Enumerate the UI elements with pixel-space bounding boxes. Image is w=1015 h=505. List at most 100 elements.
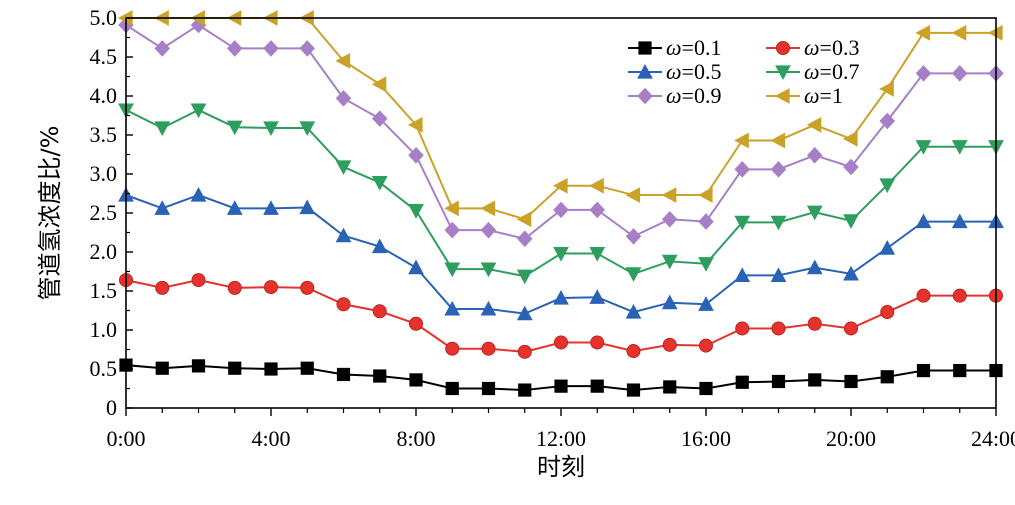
data-point [697,187,713,203]
data-point [408,259,424,275]
data-point [336,367,351,382]
data-point [190,187,207,202]
data-point [481,381,496,396]
axis-ticks [125,17,997,416]
x-tick-label: 0:00 [106,426,145,451]
axis-tick-labels: 0 0.5 1.0 1.5 2.0 2.5 3.0 3.5 4.0 4.5 5.0 0:00 4:00 8… [90,5,1015,451]
series-1 [119,358,1003,397]
data-point [915,140,932,155]
data-point [372,304,387,319]
data-point [626,344,641,359]
data-point [480,300,497,316]
y-tick-label: 5.0 [90,5,118,30]
data-point [480,221,497,239]
x-tick-label: 20:00 [826,426,876,451]
data-point [843,158,859,176]
data-point [263,40,279,57]
data-point [735,375,749,389]
data-point [951,213,968,229]
legend-item: ω=0.3 [766,35,859,60]
data-point [879,112,895,130]
data-point [299,199,316,215]
legend-label: ω=0.1 [666,35,721,60]
data-point [444,221,460,239]
legend-marker [776,41,791,56]
data-point [771,374,786,389]
data-point [444,200,459,217]
data-point [408,316,423,331]
data-point [480,200,496,217]
data-point [734,132,749,149]
legend-item: ω=0.9 [628,83,721,108]
legend-item: ω=0.5 [628,59,721,84]
legend-marker [637,63,653,79]
data-point [699,381,713,396]
data-point [154,40,170,57]
data-point [698,257,714,272]
data-point [770,132,786,149]
data-point [263,280,278,295]
data-point [807,146,823,164]
data-point [770,215,787,231]
data-point [552,177,568,194]
legend: ω=0.1 ω=0.3 ω=0.5 ω=0.7 ω=0.9 ω=1 [628,35,859,108]
data-point [915,24,931,41]
data-point [952,65,968,82]
data-point [335,227,352,243]
data-point [373,369,387,383]
legend-label: ω=0.9 [666,83,721,108]
data-point [625,304,642,319]
legend-marker [638,41,652,55]
data-point [734,161,750,178]
data-point [880,370,894,384]
legend-marker [774,88,790,104]
data-point [407,116,423,133]
data-point [806,259,823,275]
y-tick-label: 1.0 [90,317,118,342]
x-tick-label: 16:00 [681,426,731,451]
data-point [553,289,569,305]
x-tick-label: 24:00 [971,426,1015,451]
y-tick-label: 1.5 [90,278,118,303]
legend-label: ω=0.7 [804,59,859,84]
x-axis-title: 时刻 [537,453,585,481]
data-point [951,24,967,41]
data-point [953,363,967,378]
data-point [699,338,714,353]
data-point [806,116,822,133]
data-point [806,205,823,221]
data-point [662,337,677,352]
data-point [226,120,243,136]
data-point [371,76,387,93]
data-point [844,374,858,389]
data-point [335,90,352,107]
y-tick-label: 3.0 [90,161,118,186]
data-point [191,273,206,288]
data-point [155,361,169,375]
data-point [481,341,496,356]
series-4 [118,103,1004,285]
data-point [589,201,605,219]
data-point [190,103,207,119]
series-3 [118,187,1004,321]
data-point [770,267,787,283]
data-point [807,316,822,331]
legend-item: ω=0.7 [766,59,859,84]
data-point [335,160,352,176]
data-point [154,121,171,137]
y-axis-title: 管道氢浓度比/% [36,126,64,301]
data-point [808,373,822,387]
data-point [554,379,568,393]
data-point [590,335,605,350]
data-point [480,262,497,278]
data-point [951,140,968,155]
data-point [445,341,460,356]
data-point [408,204,424,219]
data-point [589,289,606,304]
data-point [771,321,786,336]
y-tick-label: 2.0 [90,239,118,264]
data-point [300,280,315,295]
legend-item: ω=0.1 [628,35,721,60]
data-point [154,200,171,215]
